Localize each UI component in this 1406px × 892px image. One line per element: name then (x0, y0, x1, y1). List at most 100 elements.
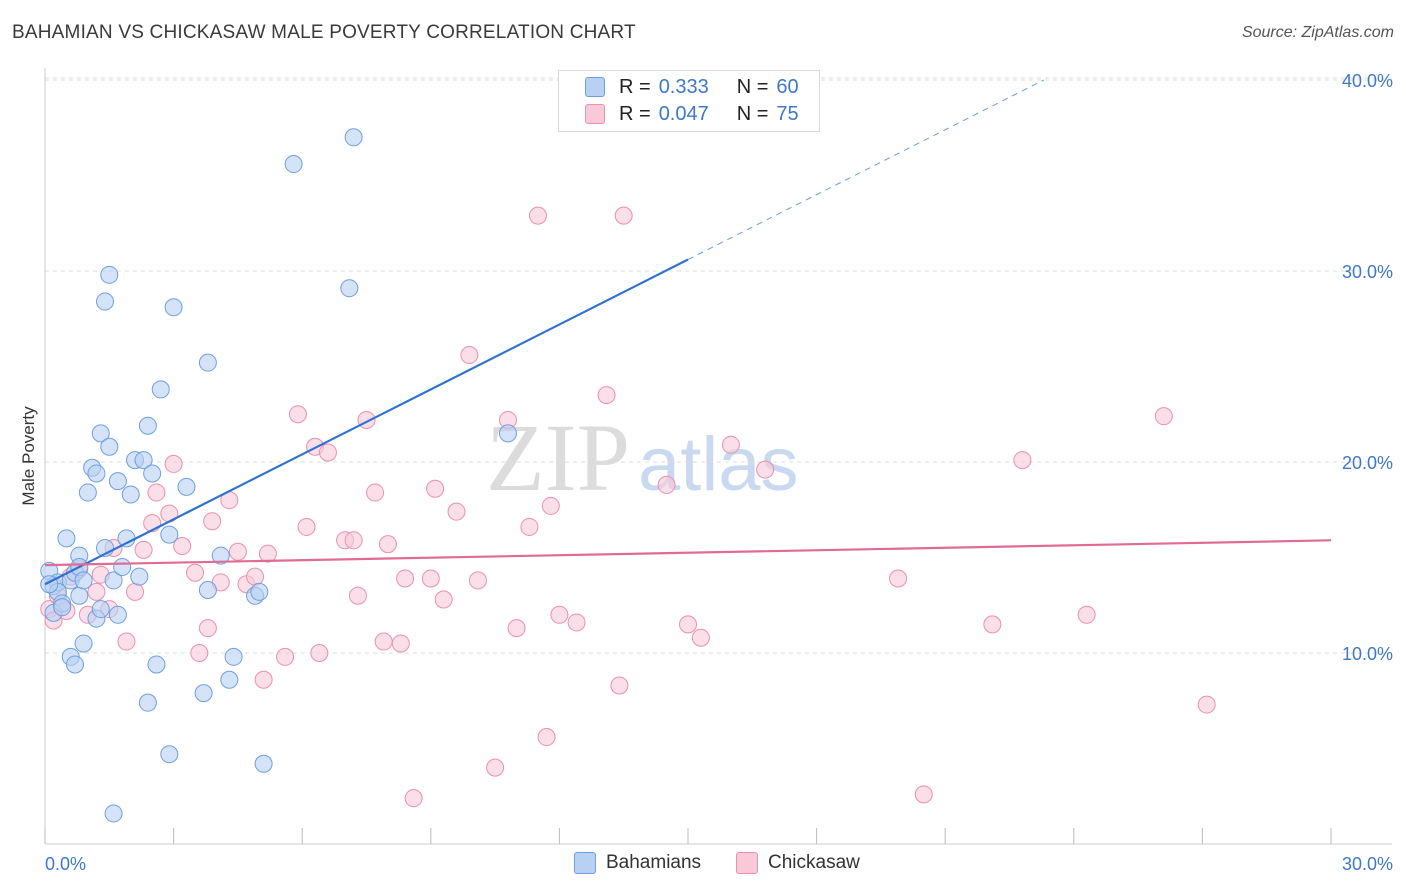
data-point-chickasaw (186, 563, 205, 582)
data-point-bahamians (138, 693, 157, 712)
data-point-chickasaw (721, 435, 740, 454)
legend-r-value-bahamians: 0.333 (658, 75, 709, 98)
y-tick-label: 40.0% (1342, 71, 1393, 91)
data-point-bahamians (224, 647, 243, 666)
data-point-chickasaw (614, 206, 633, 225)
data-point-bahamians (121, 485, 140, 504)
data-point-bahamians (87, 464, 106, 483)
data-point-bahamians (194, 684, 213, 703)
data-point-bahamians (147, 655, 166, 674)
data-point-chickasaw (404, 789, 423, 808)
data-point-bahamians (108, 472, 127, 491)
data-point-bahamians (220, 670, 239, 689)
data-point-bahamians (74, 571, 93, 590)
data-point-bahamians (498, 424, 517, 443)
data-point-chickasaw (567, 613, 586, 632)
data-point-bahamians (117, 529, 136, 548)
axes (44, 68, 1392, 845)
legend-r-label: R = (619, 75, 651, 98)
data-point-bahamians (198, 353, 217, 372)
data-point-chickasaw (190, 644, 209, 662)
data-point-bahamians (96, 292, 115, 311)
legend-r-label: R = (619, 102, 651, 125)
legend-swatch-bahamians (585, 77, 605, 97)
data-point-chickasaw (528, 206, 547, 225)
data-point-bahamians (100, 265, 119, 284)
data-point-bahamians (104, 571, 123, 590)
legend-swatch-chickasaw (585, 104, 605, 124)
data-point-bahamians (138, 416, 157, 435)
legend-n-value-bahamians: 60 (776, 75, 799, 98)
data-point-bahamians (91, 424, 110, 443)
data-point-chickasaw (1154, 407, 1173, 426)
source-label: Source: ZipAtlas.com (1241, 24, 1394, 41)
data-point-chickasaw (117, 632, 136, 651)
grid (45, 77, 1392, 654)
data-point-chickasaw (366, 483, 385, 502)
data-point-bahamians (108, 605, 127, 624)
data-point-chickasaw (460, 346, 479, 365)
data-point-chickasaw (87, 582, 106, 601)
data-point-chickasaw (537, 728, 556, 747)
data-point-bahamians (340, 279, 359, 298)
data-point-bahamians (66, 655, 85, 674)
trend-lines (44, 79, 1332, 586)
data-point-bahamians (104, 804, 123, 823)
data-point-chickasaw (228, 542, 247, 561)
data-point-bahamians (250, 582, 269, 601)
data-point-chickasaw (889, 569, 908, 588)
legend-r-value-chickasaw: 0.047 (658, 102, 709, 125)
legend: R = 0.333 N = 60 R = 0.047 N = 75 (558, 70, 820, 132)
legend-row-chickasaw: R = 0.047 N = 75 (585, 101, 799, 127)
data-point-chickasaw (134, 540, 153, 559)
data-point-bahamians (57, 529, 76, 548)
data-point-chickasaw (254, 670, 273, 689)
data-point-bahamians (53, 598, 72, 617)
data-point-chickasaw (391, 634, 410, 653)
data-point-bahamians (100, 437, 119, 456)
trend-line-chickasaw (44, 539, 1332, 567)
y-tick-label: 20.0% (1342, 453, 1393, 473)
data-point-chickasaw (203, 512, 222, 531)
trend-line-bahamians (44, 258, 689, 586)
data-point-bahamians (211, 546, 230, 565)
data-point-chickasaw (344, 531, 363, 550)
data-point-chickasaw (126, 582, 145, 601)
data-point-bahamians (113, 558, 132, 577)
data-point-bahamians (143, 464, 162, 483)
data-point-chickasaw (1077, 605, 1096, 624)
legend-n-value-chickasaw: 75 (776, 102, 799, 125)
y-tick-label: 30.0% (1342, 262, 1393, 282)
series-bahamians (40, 128, 517, 823)
data-point-chickasaw (348, 586, 367, 605)
data-point-chickasaw (426, 479, 445, 498)
data-point-chickasaw (421, 569, 440, 588)
x-tick-label-min: 0.0% (45, 854, 86, 874)
bottom-legend-label-bahamians: Bahamians (606, 852, 702, 873)
data-point-bahamians (164, 298, 183, 317)
watermark-atlas: atlas (638, 422, 799, 507)
data-point-chickasaw (679, 615, 697, 634)
data-point-bahamians (254, 754, 273, 773)
bottom-legend-swatch-chickasaw (736, 852, 758, 874)
data-point-bahamians (78, 483, 97, 502)
data-point-chickasaw (507, 619, 526, 638)
data-point-bahamians (74, 634, 93, 653)
data-point-chickasaw (434, 590, 453, 609)
data-point-chickasaw (520, 517, 539, 536)
data-point-bahamians (177, 477, 196, 496)
data-point-chickasaw (550, 605, 569, 624)
data-point-chickasaw (246, 567, 265, 586)
bottom-legend-label-chickasaw: Chickasaw (768, 852, 860, 873)
x-tick-label-max: 30.0% (1342, 854, 1393, 874)
data-point-chickasaw (610, 676, 629, 695)
data-point-chickasaw (318, 443, 337, 462)
data-point-chickasaw (378, 535, 397, 554)
legend-n-label: N = (736, 102, 769, 125)
data-point-chickasaw (297, 517, 316, 536)
data-point-chickasaw (447, 502, 466, 521)
data-point-bahamians (284, 155, 303, 174)
bottom-legend-chickasaw: Chickasaw (736, 852, 860, 874)
data-point-chickasaw (173, 537, 192, 556)
